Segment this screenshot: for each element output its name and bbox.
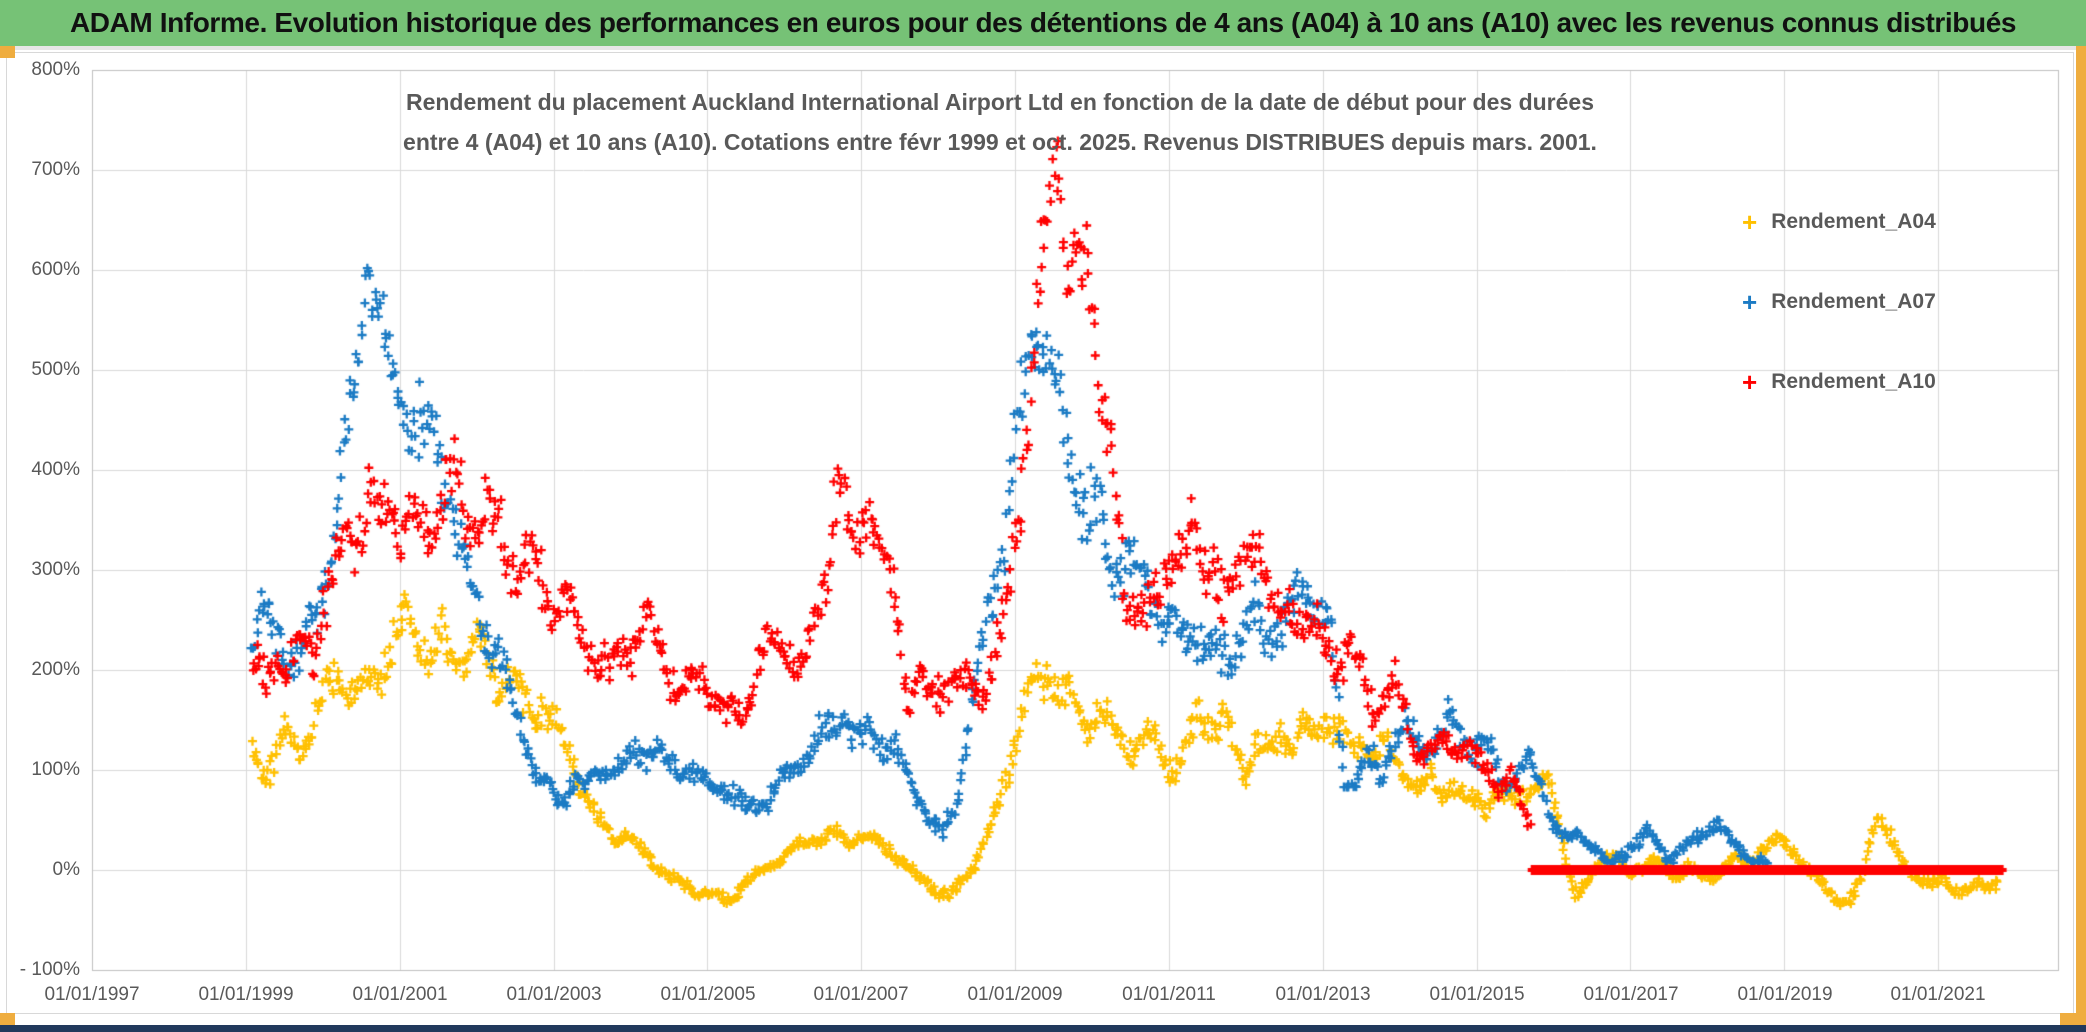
x-tick-2001: 01/01/2001 <box>352 984 448 1005</box>
y-tick-600: 600% <box>31 259 80 280</box>
y-tick-500: 500% <box>31 359 80 380</box>
legend-marker-a07-icon: + <box>1742 287 1758 317</box>
legend-marker-a10-icon: + <box>1742 367 1758 397</box>
chart-title-line2: entre 4 (A04) et 10 ans (A10). Cotations… <box>403 129 1597 155</box>
x-tick-2019: 01/01/2019 <box>1737 984 1833 1005</box>
x-tick-2009: 01/01/2009 <box>967 984 1063 1005</box>
legend-marker-a04-icon: + <box>1742 207 1758 237</box>
x-tick-2015: 01/01/2015 <box>1429 984 1525 1005</box>
x-tick-2007: 01/01/2007 <box>813 984 909 1005</box>
y-tick-400: 400% <box>31 459 80 480</box>
legend-label-a07: Rendement_A07 <box>1771 290 1936 313</box>
x-tick-1999: 01/01/1999 <box>198 984 294 1005</box>
x-tick-2021: 01/01/2021 <box>1890 984 1986 1005</box>
gold-accent-bottom-right <box>2060 1013 2086 1026</box>
legend-label-a10: Rendement_A10 <box>1771 370 1936 393</box>
x-tick-2003: 01/01/2003 <box>506 984 602 1005</box>
y-tick-100: 100% <box>31 759 80 780</box>
chart-title-line1: Rendement du placement Auckland Internat… <box>405 89 1595 115</box>
y-tick-700: 700% <box>31 159 80 180</box>
x-tick-2005: 01/01/2005 <box>660 984 756 1005</box>
y-tick-0: 0% <box>52 859 80 880</box>
x-tick-1997: 01/01/1997 <box>44 984 140 1005</box>
legend-item-a07[interactable]: + Rendement_A07 <box>1742 285 2072 319</box>
y-tick-neg100: - 100% <box>19 959 80 980</box>
y-tick-800: 800% <box>31 59 80 80</box>
legend-label-a04: Rendement_A04 <box>1771 210 1936 233</box>
gold-accent-bottom-left <box>0 1013 15 1025</box>
gold-accent-right-border <box>2076 46 2086 1032</box>
y-tick-200: 200% <box>31 659 80 680</box>
gold-accent-top-left <box>0 46 15 58</box>
x-tick-2011: 01/01/2011 <box>1122 984 1216 1005</box>
x-tick-2017: 01/01/2017 <box>1583 984 1679 1005</box>
bottom-navy-bar <box>0 1025 2086 1032</box>
legend-item-a04[interactable]: + Rendement_A04 <box>1742 205 2072 239</box>
legend-item-a10[interactable]: + Rendement_A10 <box>1742 365 2072 399</box>
y-tick-300: 300% <box>31 559 80 580</box>
chart-title: Rendement du placement Auckland Internat… <box>300 82 1700 162</box>
x-tick-2013: 01/01/2013 <box>1275 984 1371 1005</box>
